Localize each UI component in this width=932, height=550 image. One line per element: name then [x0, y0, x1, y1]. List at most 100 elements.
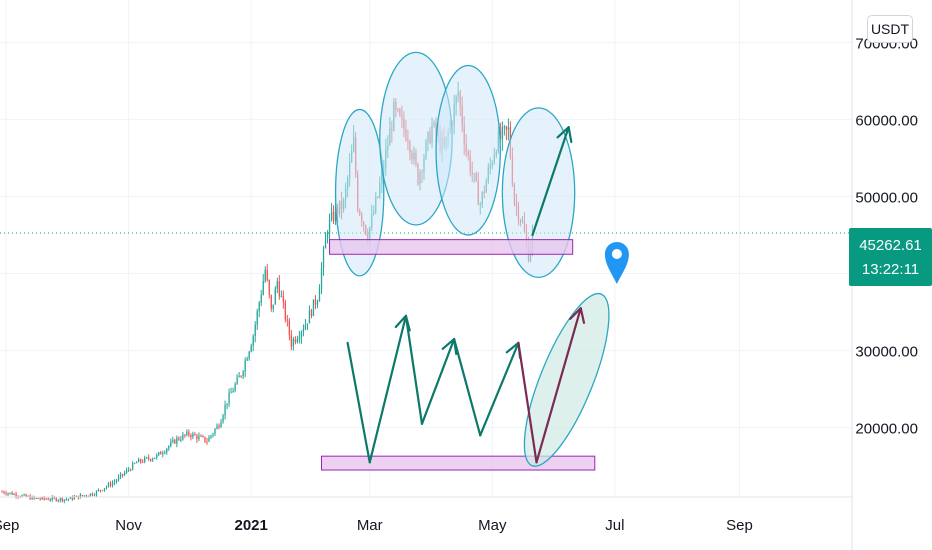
y-tick-label: 20000.00: [855, 421, 918, 438]
support-zone-rect: [321, 455, 596, 471]
candle-body: [276, 281, 278, 289]
candle-body: [306, 323, 309, 325]
candle-body: [53, 497, 55, 499]
candle-body: [73, 496, 76, 500]
candle-body: [37, 498, 39, 500]
candle-body: [260, 294, 262, 303]
range-ellipse: [435, 64, 501, 236]
candle-body: [101, 490, 104, 492]
candle-body: [246, 358, 248, 361]
candle-body: [220, 421, 222, 428]
x-tick-label: Sep: [0, 517, 19, 534]
candle-body: [152, 458, 154, 461]
location-pin-icon: [604, 241, 629, 284]
candle-body: [142, 461, 144, 463]
x-tick-label: Sep: [726, 517, 753, 534]
candle-body: [196, 435, 198, 440]
candle-countdown: 13:22:11: [861, 261, 920, 278]
candle-body: [140, 459, 142, 462]
candle-body: [228, 392, 230, 404]
candle-body: [288, 320, 291, 336]
x-tick-label: May: [478, 517, 507, 534]
candle-body: [268, 280, 270, 296]
candle-body: [85, 495, 88, 497]
candle-body: [49, 499, 51, 501]
candle-body: [322, 248, 325, 269]
candle-body: [103, 488, 106, 491]
candle-body: [111, 482, 114, 486]
candle-body: [170, 441, 172, 447]
candle-body: [41, 497, 43, 500]
candle-body: [324, 238, 327, 249]
candle-body: [204, 436, 206, 442]
projection-ellipse: [523, 292, 610, 467]
drawing-annotations[interactable]: [321, 51, 629, 475]
candle-body: [117, 476, 120, 481]
candle-body: [198, 436, 200, 440]
candle-body: [186, 431, 188, 436]
candle-body: [164, 452, 166, 454]
candle-body: [304, 324, 307, 330]
candle-body: [21, 495, 23, 497]
candle-body: [256, 311, 258, 325]
candle-body: [109, 483, 112, 486]
candle-body: [230, 392, 232, 394]
candle-body: [166, 448, 168, 453]
candle-body: [330, 211, 333, 220]
candle-body: [314, 299, 317, 305]
x-tick-label: Mar: [357, 517, 383, 534]
candle-body: [238, 375, 240, 378]
currency-unit-badge[interactable]: USDT: [867, 15, 913, 43]
candle-body: [208, 437, 210, 442]
candle-body: [11, 492, 13, 495]
last-price-value: 45262.61: [859, 237, 922, 254]
candle-body: [501, 126, 504, 140]
y-tick-label: 50000.00: [855, 189, 918, 206]
candle-body: [3, 491, 5, 494]
candle-body: [210, 435, 212, 438]
candle-body: [176, 437, 178, 444]
candle-body: [326, 233, 329, 239]
candle-body: [83, 495, 86, 497]
candle-body: [194, 433, 196, 436]
candle-body: [254, 324, 256, 337]
candle-body: [190, 434, 192, 438]
candle-body: [172, 439, 174, 442]
candle-body: [274, 288, 276, 305]
candle-body: [284, 301, 286, 320]
candle-body: [180, 439, 182, 441]
candle-body: [206, 441, 208, 443]
candle-body: [216, 425, 218, 429]
zigzag-arrow-up: [420, 337, 456, 425]
x-tick-label: Nov: [115, 517, 142, 534]
candle-body: [168, 446, 170, 449]
candle-body: [95, 491, 98, 496]
candle-body: [290, 335, 293, 347]
zigzag-arrow-up: [368, 314, 408, 464]
candle-body: [55, 498, 57, 501]
candle-body: [51, 497, 53, 500]
candle-body: [9, 492, 11, 494]
candle-body: [192, 433, 194, 438]
candle-body: [13, 493, 15, 495]
candle-body: [43, 497, 45, 499]
y-tick-label: 30000.00: [855, 344, 918, 361]
candle-body: [270, 295, 272, 309]
candle-body: [29, 496, 31, 500]
candle-body: [35, 498, 37, 500]
candle-body: [61, 498, 63, 502]
candle-body: [119, 474, 122, 477]
candle-body: [300, 331, 303, 338]
candle-body: [89, 493, 92, 496]
candle-body: [135, 462, 138, 464]
candle-body: [212, 433, 214, 436]
candle-body: [81, 494, 84, 496]
candle-body: [1, 491, 3, 493]
candle-body: [146, 457, 148, 459]
candle-body: [127, 469, 130, 471]
candle-body: [45, 498, 47, 500]
candle-body: [174, 439, 176, 444]
